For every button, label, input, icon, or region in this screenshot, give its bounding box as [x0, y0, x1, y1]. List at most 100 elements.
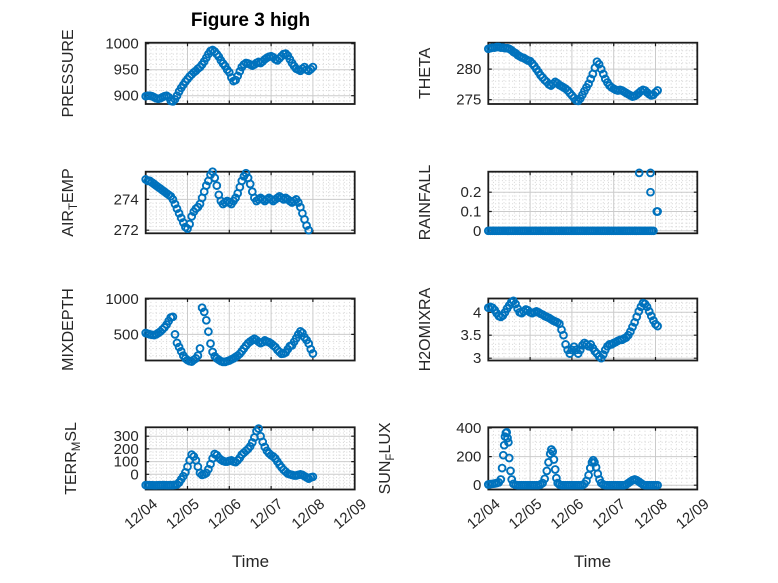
x-tick-label: 12/07	[247, 496, 287, 533]
data-point	[187, 212, 197, 221]
data-point	[172, 338, 182, 348]
y-tick-label: 400	[456, 420, 481, 437]
x-tick-label: 12/06	[205, 496, 245, 533]
y-axis-label: TERRMSL	[63, 422, 83, 495]
data-point	[168, 97, 178, 106]
subplot-theta: 275 280 THETA	[417, 41, 699, 109]
x-axis-label-right: Time	[573, 552, 612, 571]
y-tick-label: 3	[473, 350, 481, 367]
data-point	[628, 322, 637, 332]
data-point	[235, 66, 245, 76]
data-series	[141, 45, 318, 106]
data-point	[195, 344, 205, 353]
data-point	[586, 74, 596, 84]
data-point	[254, 424, 263, 433]
data-point	[497, 463, 507, 473]
data-series	[483, 296, 662, 363]
data-point	[306, 64, 316, 74]
y-tick-label: 274	[114, 191, 139, 208]
data-point	[646, 187, 655, 197]
data-point	[298, 328, 307, 338]
data-point	[185, 219, 194, 229]
data-point	[245, 179, 255, 189]
data-point	[626, 327, 635, 336]
y-tick-label: 100	[114, 454, 139, 471]
data-point	[172, 91, 182, 101]
data-point	[549, 455, 559, 464]
data-point	[653, 321, 662, 331]
data-point	[168, 312, 178, 322]
y-axis-label: MIXDEPTH	[60, 288, 77, 371]
data-point	[511, 299, 520, 309]
y-tick-label: 1000	[105, 36, 138, 53]
y-axis-label: RAINFALL	[417, 165, 434, 241]
subplot-pressure: 900 950 1000 PRESSURE	[60, 29, 356, 117]
data-point	[308, 349, 318, 358]
y-tick-label: 275	[456, 92, 481, 109]
data-point	[308, 472, 318, 482]
y-tick-label: 272	[114, 222, 139, 239]
data-point	[206, 339, 215, 348]
subplot-rainfall: 0 0.1 0.2 RAINFALL	[417, 165, 699, 241]
y-tick-label: 950	[114, 62, 139, 79]
data-series	[141, 167, 314, 235]
data-point	[302, 221, 311, 230]
data-point	[174, 208, 184, 218]
y-tick-label: 0	[473, 477, 481, 494]
data-point	[642, 302, 652, 312]
data-point	[653, 480, 662, 490]
data-point	[538, 478, 547, 488]
data-point	[504, 437, 513, 447]
data-point	[183, 224, 192, 234]
data-point	[651, 319, 660, 329]
y-tick-label: 0	[473, 223, 481, 240]
data-point	[504, 453, 514, 463]
y-tick-label: 0.2	[460, 184, 481, 201]
data-point	[548, 447, 558, 456]
data-point	[649, 226, 658, 236]
data-point	[281, 49, 291, 58]
data-point	[644, 307, 654, 316]
subplot-airtemp: 272 274 AIRTEMP	[60, 167, 356, 239]
data-point	[233, 71, 243, 81]
axis-ticks	[487, 298, 698, 361]
minor-grid	[488, 427, 698, 490]
data-point	[170, 330, 180, 339]
major-grid	[488, 42, 698, 104]
data-point	[231, 193, 240, 203]
data-point	[584, 79, 593, 89]
x-tick-label: 12/04	[121, 496, 161, 533]
data-point	[598, 350, 608, 359]
x-axis-label-left: Time	[231, 552, 270, 571]
x-tick-label: 12/08	[288, 496, 328, 533]
data-point	[590, 457, 599, 467]
data-point	[653, 86, 662, 95]
data-point	[603, 341, 612, 351]
major-grid	[145, 298, 355, 361]
x-tick-label: 12/06	[547, 496, 587, 533]
y-axis-label: PRESSURE	[60, 29, 77, 117]
x-tick-label: 12/09	[330, 496, 370, 533]
data-point	[176, 346, 186, 356]
data-point	[584, 341, 593, 351]
y-tick-label: 300	[114, 428, 139, 445]
data-point	[596, 64, 606, 74]
data-point	[651, 88, 660, 97]
y-tick-label: 200	[456, 449, 481, 466]
y-tick-label: 0.1	[460, 204, 481, 221]
data-point	[212, 181, 222, 190]
data-point	[197, 303, 207, 313]
data-point	[496, 475, 506, 484]
minor-grid	[145, 298, 355, 361]
figure-title: Figure 3 high	[190, 10, 311, 31]
subplot-mixdepth: 500 1000 MIXDEPTH	[60, 288, 356, 371]
y-axis-label: AIRTEMP	[60, 168, 80, 236]
data-point	[268, 452, 278, 461]
data-series	[483, 427, 662, 490]
data-series	[141, 424, 318, 490]
axis-ticks	[145, 298, 356, 361]
data-point	[293, 198, 303, 207]
data-point	[542, 466, 552, 476]
axes-frame	[487, 426, 699, 491]
data-point	[634, 307, 644, 316]
